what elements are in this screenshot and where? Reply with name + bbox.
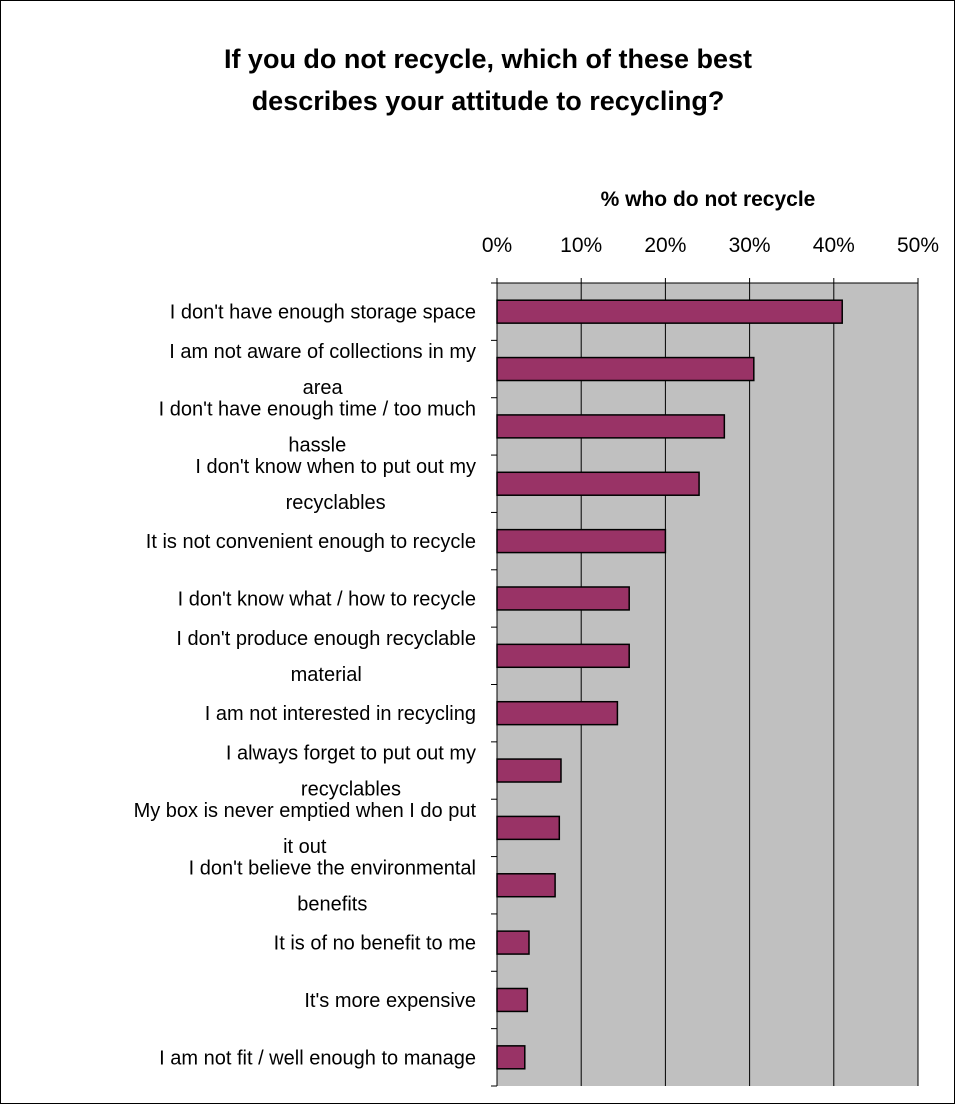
bar [496, 700, 619, 726]
chart-title-line-2: describes your attitude to recycling? [252, 86, 725, 116]
category-label: I am not interested in recycling [205, 703, 476, 725]
category-label-line: It is of no benefit to me [274, 933, 476, 955]
bar [496, 586, 630, 611]
bar [496, 356, 755, 382]
x-tick-label: 40% [813, 234, 855, 257]
category-labels: I don't have enough storage space I am no… [134, 302, 477, 1070]
x-tick-label: 10% [560, 234, 602, 257]
bar [496, 471, 700, 496]
bar [496, 930, 530, 955]
x-tick-label: 50% [897, 234, 939, 257]
category-label: I am not fit / well enough to manage [159, 1047, 476, 1069]
bar [496, 528, 667, 554]
x-tick-label: 20% [644, 234, 686, 257]
category-label-line: I am not interested in recycling [205, 703, 476, 725]
category-label-line: recyclables [286, 492, 386, 514]
category-label-line: benefits [297, 893, 367, 915]
category-label: It's more expensive [304, 990, 476, 1012]
bars [496, 299, 843, 1070]
bar [496, 643, 630, 669]
category-label: I don't have enough storage space [170, 302, 476, 324]
category-label: I am not aware of collections in my area [169, 341, 476, 399]
bar [496, 1045, 526, 1070]
category-label-line: it out [283, 836, 327, 858]
category-label-line: I always forget to put out my [226, 743, 476, 765]
category-label: I don't produce enough recyclable materia… [176, 628, 476, 686]
bar [496, 873, 556, 898]
category-label-line: I am not fit / well enough to manage [159, 1047, 476, 1069]
category-label-line: It is not convenient enough to recycle [146, 531, 476, 553]
category-label-line: I don't have enough time / too much [159, 398, 476, 420]
x-axis-ticks: 0% 10% 20% 30% 40% 50% [482, 234, 939, 1087]
category-label-line: recyclables [301, 779, 401, 801]
bar [496, 299, 843, 324]
bar [496, 414, 726, 439]
plot-area [496, 282, 919, 1086]
bar [496, 987, 529, 1013]
category-label: My box is never emptied when I do put it … [134, 800, 477, 858]
category-label-line: My box is never emptied when I do put [134, 800, 477, 822]
category-label-line: I don't produce enough recyclable [176, 628, 476, 650]
category-label-line: I am not aware of collections in my [169, 341, 476, 363]
category-label-line: I don't have enough storage space [170, 302, 476, 324]
x-tick-label: 30% [729, 234, 771, 257]
category-label-line: hassle [288, 434, 346, 456]
plot-background [497, 283, 918, 1086]
category-label: I don't have enough time / too much hassl… [159, 398, 476, 456]
bar [496, 815, 561, 841]
category-label: I always forget to put out my recyclables [226, 743, 476, 801]
category-label-line: area [303, 377, 344, 399]
category-label-line: I don't believe the environmental [189, 857, 476, 879]
category-label: It is of no benefit to me [274, 933, 476, 955]
category-label: I don't know what / how to recycle [178, 588, 476, 610]
category-label-line: I don't know when to put out my [195, 456, 476, 478]
x-axis-title: % who do not recycle [601, 188, 816, 211]
bar [496, 758, 562, 783]
category-label-line: It's more expensive [304, 990, 476, 1012]
x-tick-label: 0% [482, 234, 512, 257]
category-label: I don't know when to put out my recyclabl… [195, 456, 476, 514]
category-label: It is not convenient enough to recycle [146, 531, 476, 553]
chart-title-line-1: If you do not recycle, which of these be… [224, 44, 752, 74]
category-label-line: I don't know what / how to recycle [178, 588, 476, 610]
category-label-line: material [291, 664, 362, 686]
category-label: I don't believe the environmental benefit… [189, 857, 476, 915]
